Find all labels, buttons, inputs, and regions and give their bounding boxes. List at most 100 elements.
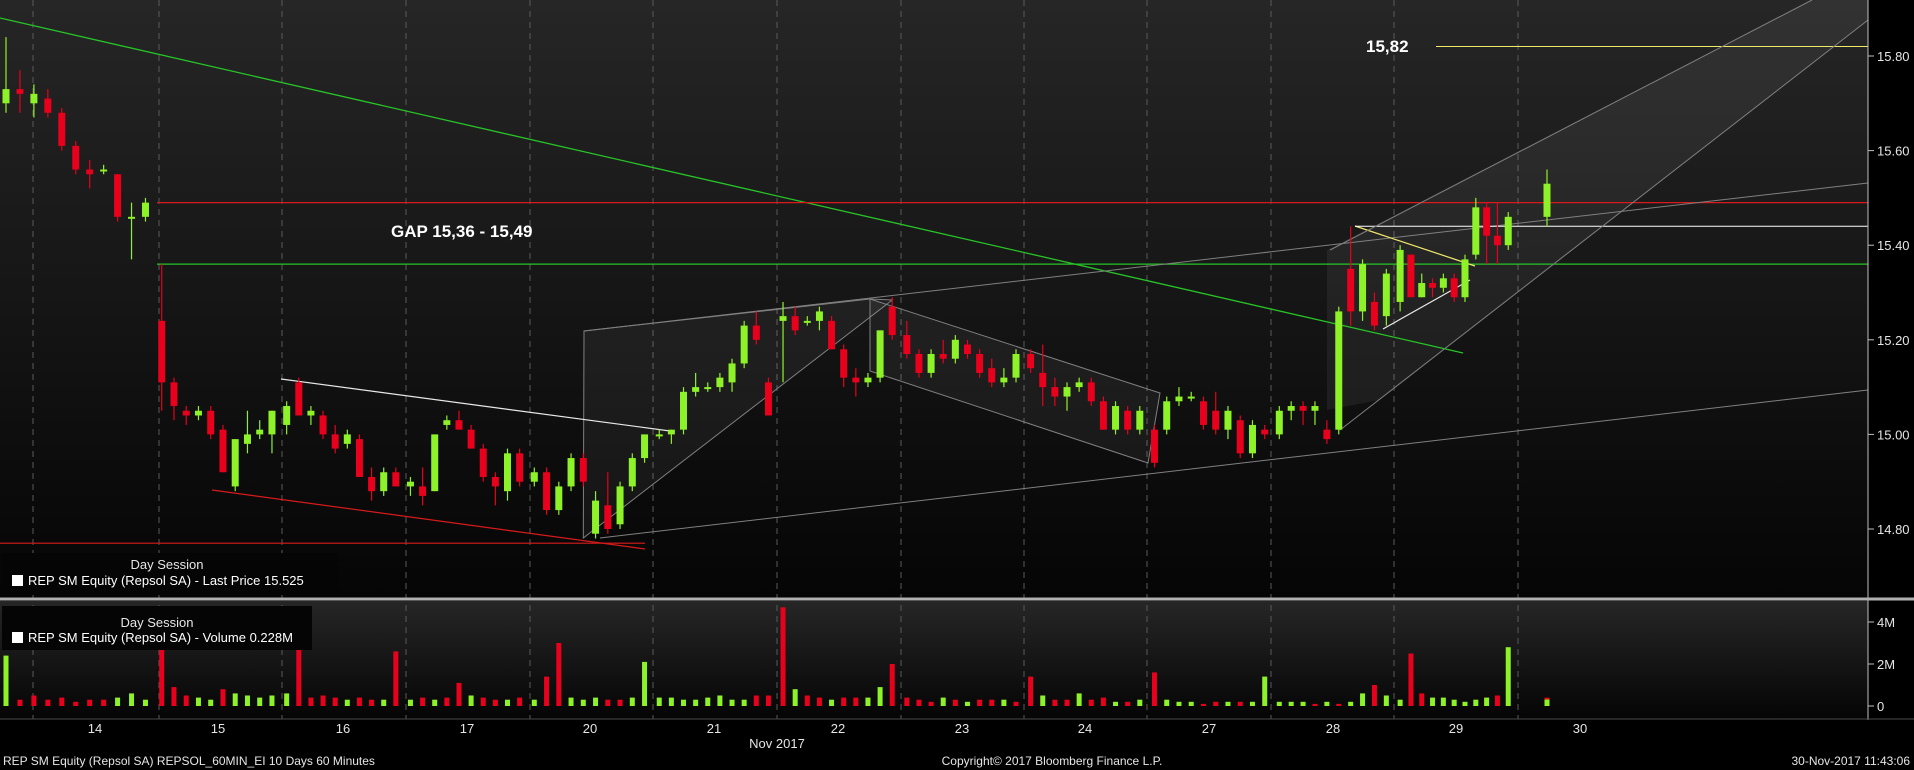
candle-body-15 bbox=[207, 410, 215, 435]
candle-body-63 bbox=[803, 320, 811, 323]
volume-tick-label-1: 2M bbox=[1877, 657, 1895, 672]
volume-bar-21 bbox=[284, 693, 290, 706]
volume-bar-18 bbox=[244, 695, 250, 706]
candle-body-119 bbox=[1483, 207, 1491, 236]
volume-legend-swatch bbox=[12, 632, 23, 643]
candle-body-26 bbox=[343, 434, 351, 444]
volume-bar-40 bbox=[517, 697, 523, 706]
candle-body-22 bbox=[295, 382, 303, 416]
volume-bar-116 bbox=[1451, 699, 1457, 706]
volume-bar-114 bbox=[1430, 697, 1436, 706]
price-legend: Day Session REP SM Equity (Repsol SA) - … bbox=[2, 553, 338, 595]
volume-bar-38 bbox=[492, 699, 498, 706]
candle-body-66 bbox=[840, 349, 848, 378]
candle-body-2 bbox=[30, 93, 38, 104]
volume-bar-89 bbox=[1125, 701, 1131, 706]
volume-bar-23 bbox=[308, 697, 314, 706]
volume-bar-118 bbox=[1473, 699, 1479, 706]
long-channel-lower bbox=[599, 389, 1869, 539]
candle-body-85 bbox=[1075, 382, 1083, 388]
candle-body-8 bbox=[114, 174, 122, 217]
x-tick-label-10: 28 bbox=[1326, 721, 1340, 736]
volume-bar-120 bbox=[1494, 695, 1500, 706]
volume-legend-header: Day Session bbox=[121, 615, 194, 630]
volume-bar-58 bbox=[741, 699, 747, 706]
candle-body-52 bbox=[667, 429, 675, 435]
candle-body-79 bbox=[1000, 377, 1008, 383]
candle-body-30 bbox=[392, 472, 400, 487]
volume-bar-37 bbox=[480, 697, 486, 706]
candlestick-series bbox=[2, 37, 1551, 539]
volume-bar-13 bbox=[183, 695, 189, 706]
volume-bar-112 bbox=[1408, 653, 1414, 706]
volume-bar-99 bbox=[1249, 701, 1255, 706]
candle-body-37 bbox=[479, 448, 487, 477]
volume-bar-56 bbox=[717, 695, 723, 706]
volume-bar-88 bbox=[1113, 701, 1119, 706]
volume-bar-15 bbox=[208, 699, 214, 706]
volume-bar-111 bbox=[1397, 699, 1403, 706]
candle-body-99 bbox=[1248, 424, 1256, 454]
volume-bar-4 bbox=[59, 697, 65, 706]
candle-body-14 bbox=[194, 410, 202, 416]
volume-bar-91 bbox=[1151, 672, 1157, 706]
volume-series bbox=[3, 607, 1550, 706]
volume-bar-25 bbox=[332, 697, 338, 706]
volume-bar-80 bbox=[1013, 701, 1019, 706]
volume-bar-61 bbox=[780, 607, 786, 706]
candle-body-114 bbox=[1429, 283, 1437, 288]
volume-bar-43 bbox=[556, 643, 562, 706]
candle-body-1 bbox=[16, 89, 24, 94]
candle-body-84 bbox=[1063, 387, 1071, 397]
candle-body-80 bbox=[1012, 353, 1020, 378]
volume-bar-69 bbox=[877, 687, 883, 706]
candle-body-96 bbox=[1212, 410, 1220, 430]
candle-body-73 bbox=[927, 353, 935, 373]
candle-body-115 bbox=[1439, 278, 1447, 288]
volume-bar-49 bbox=[629, 697, 635, 706]
candle-body-11 bbox=[158, 320, 166, 383]
volume-bar-75 bbox=[952, 699, 958, 706]
candle-body-40 bbox=[516, 453, 524, 482]
volume-bar-105 bbox=[1324, 701, 1330, 706]
volume-bar-83 bbox=[1052, 699, 1058, 706]
volume-bar-67 bbox=[853, 697, 859, 706]
price-legend-box bbox=[2, 553, 338, 595]
candle-body-95 bbox=[1199, 401, 1207, 425]
candle-body-71 bbox=[903, 335, 911, 354]
candle-body-120 bbox=[1493, 235, 1501, 246]
candle-body-94 bbox=[1187, 396, 1195, 399]
volume-bar-47 bbox=[605, 699, 611, 706]
volume-bar-35 bbox=[456, 682, 462, 706]
candle-body-117 bbox=[1461, 259, 1469, 298]
x-tick-label-0: 14 bbox=[88, 721, 102, 736]
volume-bar-45 bbox=[580, 699, 586, 706]
candle-body-122 bbox=[1543, 183, 1551, 217]
trend-lines bbox=[0, 0, 1869, 550]
candle-body-20 bbox=[268, 410, 276, 435]
candle-body-55 bbox=[704, 387, 712, 390]
volume-bar-26 bbox=[344, 699, 350, 706]
candle-body-81 bbox=[1027, 353, 1035, 369]
x-tick-label-2: 16 bbox=[336, 721, 350, 736]
volume-bar-29 bbox=[381, 699, 387, 706]
candle-body-108 bbox=[1359, 264, 1367, 312]
volume-legend: Day Session REP SM Equity (Repsol SA) - … bbox=[2, 606, 312, 650]
volume-bar-8 bbox=[115, 697, 121, 706]
price-tick-label-5: 14.80 bbox=[1877, 522, 1910, 537]
candle-body-87 bbox=[1099, 401, 1107, 430]
candle-body-101 bbox=[1275, 410, 1283, 435]
volume-y-axis: 4M 2M 0 bbox=[1868, 615, 1895, 714]
volume-bar-104 bbox=[1312, 703, 1318, 706]
volume-bar-2 bbox=[31, 695, 37, 706]
volume-bar-121 bbox=[1505, 647, 1511, 706]
candle-body-82 bbox=[1039, 372, 1047, 388]
upper-wedge-line bbox=[280, 378, 671, 432]
volume-bar-90 bbox=[1137, 699, 1143, 706]
volume-bar-107 bbox=[1348, 701, 1354, 706]
volume-bar-11 bbox=[159, 613, 165, 706]
candle-body-76 bbox=[963, 344, 971, 354]
footer-copyright: Copyright© 2017 Bloomberg Finance L.P. bbox=[942, 754, 1163, 768]
volume-bar-20 bbox=[269, 695, 275, 706]
volume-bar-30 bbox=[393, 651, 399, 706]
